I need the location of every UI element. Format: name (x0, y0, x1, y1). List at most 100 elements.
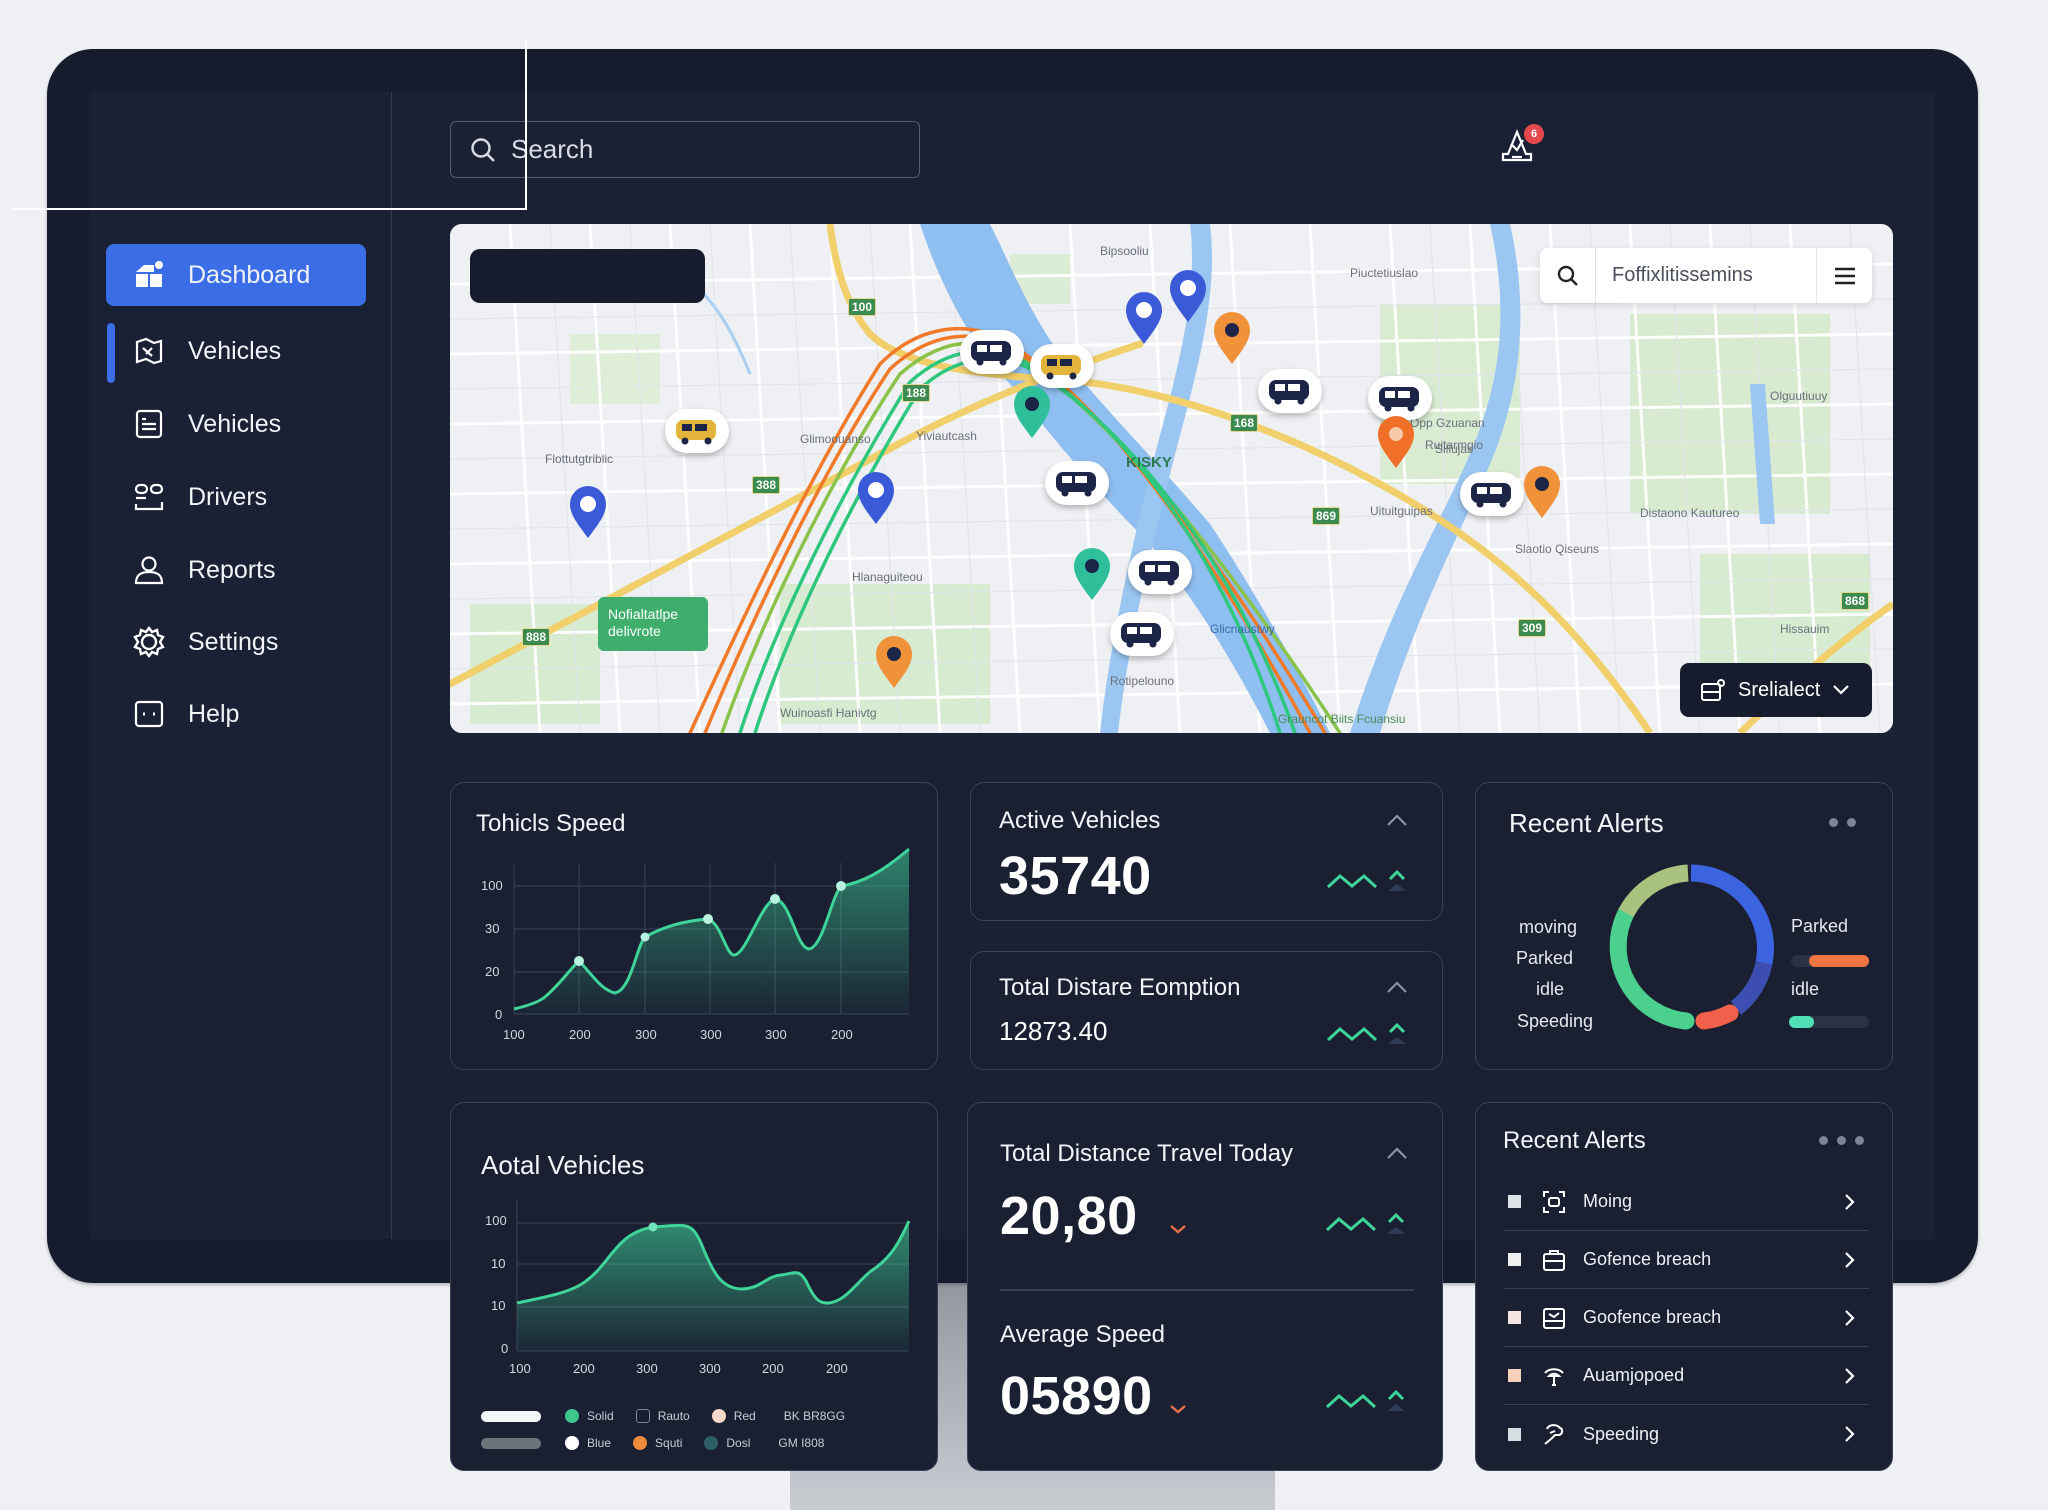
map-label: Glicnaustwy (1210, 622, 1275, 636)
alert-item-geofence-2[interactable]: Goofence breach (1504, 1289, 1869, 1347)
speed-chart-card: Tohicls Speed 100 30 20 0 100 200 300 30… (450, 782, 938, 1070)
location-pin-icon[interactable] (566, 484, 610, 540)
map-label: Distaono Kautureo (1640, 506, 1740, 520)
map-label: KISKY (1126, 454, 1172, 471)
alert-item-speeding[interactable]: Speeding (1504, 1405, 1869, 1463)
svg-text:10: 10 (491, 1256, 505, 1271)
more-options-icon[interactable] (1829, 818, 1856, 827)
idle-progress-fill (1789, 1016, 1814, 1028)
map-menu-button[interactable] (1816, 248, 1872, 303)
map-search-button[interactable] (1540, 248, 1596, 303)
location-pin-icon[interactable] (872, 634, 916, 690)
alert-item-moving[interactable]: Moing (1504, 1173, 1869, 1231)
notification-bell-icon[interactable] (1497, 126, 1537, 166)
sidebar-item-help[interactable]: Help (106, 683, 366, 745)
svg-text:300: 300 (700, 1027, 722, 1042)
list-icon (135, 409, 163, 439)
svg-text:30: 30 (485, 921, 499, 936)
card-title: Average Speed (1000, 1321, 1166, 1348)
sidebar-item-drivers[interactable]: Drivers (106, 466, 366, 528)
selection-outline-vertical (525, 40, 527, 210)
svg-text:300: 300 (699, 1361, 721, 1376)
vehicle-marker[interactable] (1460, 472, 1524, 516)
legend-row: Solid Rauto Red BK BR8GG (565, 1409, 845, 1423)
donut-label: Parked (1791, 916, 1849, 936)
fleet-map[interactable]: 100 188 388 888 869 309 868 168 Bipsooli… (450, 224, 1893, 733)
svg-text:10: 10 (491, 1298, 505, 1313)
svg-text:100: 100 (503, 1027, 525, 1042)
alert-item-geofence[interactable]: Gofence breach (1504, 1231, 1869, 1289)
y-tick: 100 (481, 878, 503, 893)
alert-item-auto-stopped[interactable]: Auamjopoed (1504, 1347, 1869, 1405)
sidebar-item-settings[interactable]: Settings (106, 611, 366, 673)
vehicle-marker[interactable] (1258, 369, 1322, 413)
location-pin-icon[interactable] (1210, 310, 1254, 366)
search-box[interactable] (450, 121, 920, 178)
collapse-chevron-icon[interactable] (1386, 980, 1408, 994)
svg-text:0: 0 (495, 1007, 502, 1022)
location-pin-icon[interactable] (1374, 414, 1418, 470)
sidebar-item-dashboard[interactable]: Dashboard (106, 244, 366, 306)
legend-label: Dosl (726, 1436, 751, 1450)
distance-today-value: 20,80 (1000, 1186, 1138, 1246)
legend-swatch (565, 1409, 579, 1423)
legend-row: Blue Squti Dosl GM I808 (565, 1436, 824, 1450)
map-search-bar[interactable]: Foffixlitissemins (1540, 248, 1872, 303)
svg-text:100: 100 (509, 1361, 531, 1376)
alert-swatch (1508, 1369, 1521, 1382)
donut-label: idle (1536, 979, 1565, 999)
alerts-donut-chart[interactable] (1606, 863, 1776, 1033)
svg-text:200: 200 (569, 1027, 591, 1042)
speed-area-chart[interactable]: 100 30 20 0 100 200 300 300 300 200 (451, 783, 939, 1071)
svg-text:200: 200 (831, 1027, 853, 1042)
sidebar-item-reports[interactable]: Reports (106, 539, 366, 601)
location-pin-icon[interactable] (1520, 464, 1564, 520)
map-label: Sillujas (1435, 442, 1474, 456)
sidebar-divider (391, 92, 392, 1239)
vehicle-marker[interactable] (1045, 461, 1109, 505)
card-title: Aotal Vehicles (481, 1150, 645, 1180)
active-vehicles-card: Active Vehicles 35740 (970, 782, 1443, 921)
sidebar-item-vehicles[interactable]: Vehicles (106, 320, 366, 382)
van-icon (1379, 387, 1419, 412)
location-pin-icon[interactable] (1166, 268, 1210, 324)
distance-speed-card: Total Distance Travel Today 20,80 Averag… (967, 1102, 1443, 1471)
vehicle-marker[interactable] (1128, 550, 1192, 594)
map-label: Rotipelouno (1110, 674, 1175, 688)
road-badge: 309 (1518, 619, 1547, 637)
distance-consumption-card: Total Distare Eomption 12873.40 (970, 951, 1443, 1070)
donut-label: idle (1791, 979, 1820, 999)
location-pin-icon[interactable] (854, 470, 898, 526)
vehicle-marker[interactable] (1110, 612, 1174, 656)
map-layer-dropdown[interactable]: Srelialect (1680, 663, 1872, 717)
legend-line-solid (481, 1411, 541, 1422)
vehicle-map-icon (135, 337, 163, 365)
collapse-chevron-icon[interactable] (1386, 813, 1408, 827)
more-options-icon[interactable] (1819, 1136, 1864, 1145)
total-vehicles-area-chart[interactable]: 100 10 10 0 100 200 300 300 200 200 (451, 1103, 939, 1472)
location-pin-icon[interactable] (1010, 384, 1054, 440)
vehicle-marker[interactable] (1030, 344, 1094, 388)
vehicle-marker[interactable] (960, 330, 1024, 374)
road-badge: 188 (902, 384, 931, 402)
alerts-list-card: Recent Alerts Moing Gofence breach Goofe… (1475, 1102, 1893, 1471)
card-title: Total Distare Eomption (999, 974, 1241, 1001)
location-pin-icon[interactable] (1070, 546, 1114, 602)
location-pin-icon[interactable] (1122, 290, 1166, 346)
donut-label: Speeding (1517, 1011, 1594, 1031)
map-label: Slaotio Qiseuns (1515, 542, 1600, 556)
vehicle-marker[interactable] (1368, 376, 1432, 420)
alert-swatch (1508, 1311, 1521, 1324)
search-input[interactable] (511, 134, 891, 165)
map-label: Uituitguipas (1370, 504, 1433, 518)
vehicle-marker[interactable] (665, 409, 729, 453)
alert-label: Speeding (1583, 1423, 1660, 1444)
map-search-text[interactable]: Foffixlitissemins (1612, 264, 1753, 286)
sidebar-item-vehicles-list[interactable]: Vehicles (106, 393, 366, 455)
map-overlay-panel (470, 249, 705, 303)
geofence-icon (1543, 1307, 1565, 1329)
van-icon (1139, 561, 1179, 586)
section-divider (1000, 1289, 1414, 1291)
collapse-chevron-icon[interactable] (1386, 1146, 1408, 1160)
svg-text:200: 200 (762, 1361, 784, 1376)
